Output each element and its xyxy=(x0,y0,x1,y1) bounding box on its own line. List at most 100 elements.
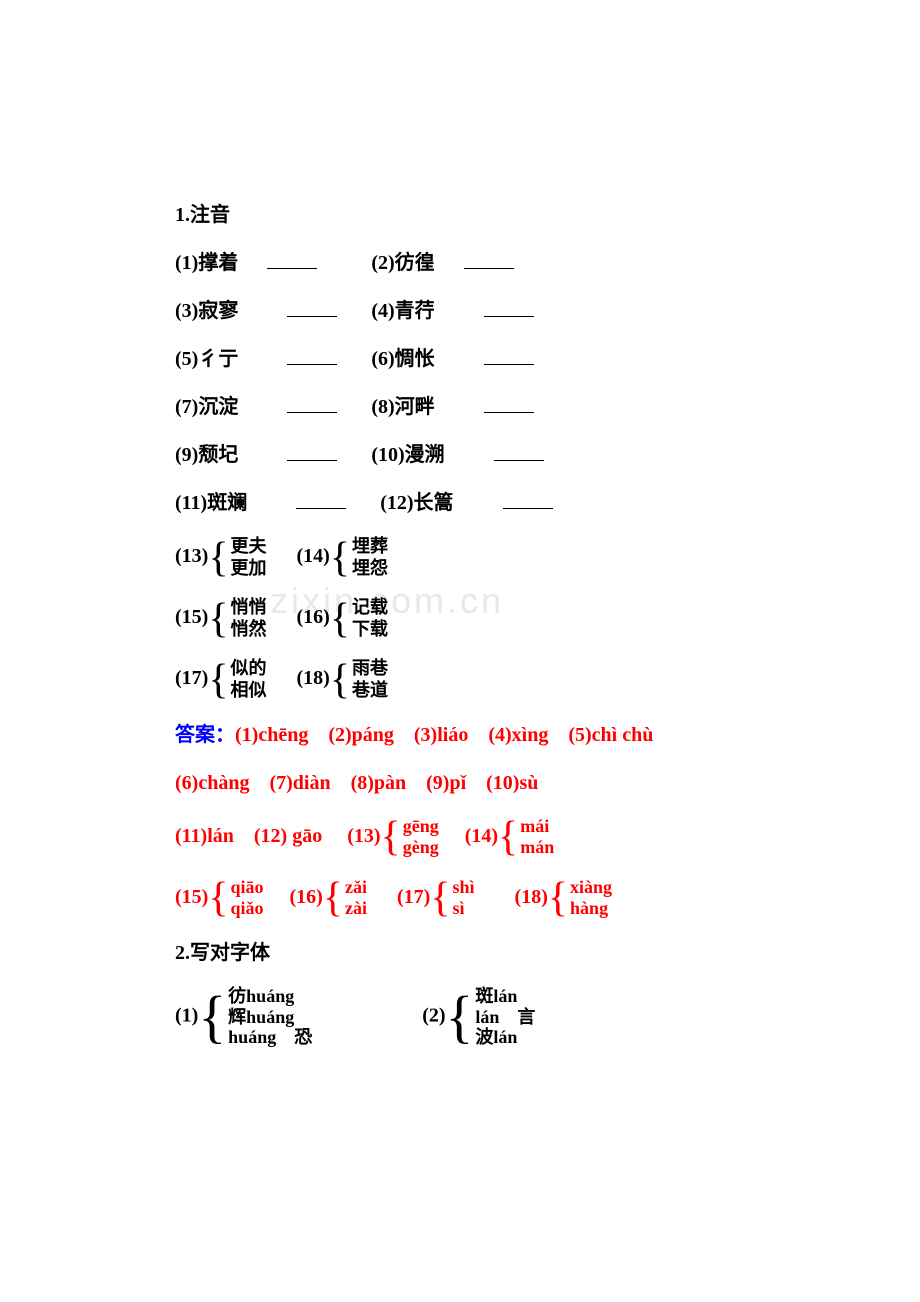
brace-icon: { xyxy=(323,877,343,919)
brace-top: 悄悄 xyxy=(231,597,267,619)
blank xyxy=(484,316,534,317)
brace-group-3: { 彷huáng 辉huáng huáng 恐 xyxy=(198,986,312,1048)
brace-top: xiàng xyxy=(570,877,612,899)
row-7-8: (7)沉淀 (8)河畔 xyxy=(175,392,745,422)
brace-top: 埋葬 xyxy=(352,536,388,558)
item-word: 河畔 xyxy=(395,396,435,418)
brace-bot: 更加 xyxy=(231,558,267,580)
brace-r1: 斑lán xyxy=(475,986,535,1007)
row-1-2: (1)撑着 (2)彷徨 xyxy=(175,248,745,278)
answer-label: 答案： xyxy=(175,724,235,746)
item-word: 沉淀 xyxy=(198,396,238,418)
blank xyxy=(484,364,534,365)
brace-icon: { xyxy=(430,877,450,919)
blank xyxy=(287,412,337,413)
section2-row1: (1){ 彷huáng 辉huáng huáng 恐 (2){ 斑lán lán… xyxy=(175,986,745,1048)
brace-num: (2) xyxy=(422,1005,445,1027)
row-3-4: (3)寂寥 (4)青荇 xyxy=(175,296,745,326)
brace-group: {悄悄悄然 xyxy=(208,597,266,640)
brace-top: 似的 xyxy=(231,658,267,680)
item-word: 撑 xyxy=(198,252,218,274)
brace-group: {似的相似 xyxy=(208,658,266,701)
brace-icon: { xyxy=(330,598,350,640)
pinyin: lán xyxy=(475,1007,499,1027)
item-word: 彳亍 xyxy=(198,348,238,370)
brace-top: 记载 xyxy=(352,597,388,619)
brace-icon: { xyxy=(330,537,350,579)
pinyin: huáng xyxy=(246,1007,294,1027)
brace-group: {埋葬埋怨 xyxy=(330,536,388,579)
brace-top: 雨巷 xyxy=(352,658,388,680)
char: 彷 xyxy=(228,986,246,1006)
item-num: (4) xyxy=(371,300,394,322)
brace-icon: { xyxy=(330,659,350,701)
brace-num: (14) xyxy=(465,825,498,847)
item-num: (8) xyxy=(371,396,394,418)
brace-bot: mán xyxy=(520,837,554,859)
brace-bot: gèng xyxy=(403,837,439,859)
brace-num: (16) xyxy=(297,606,330,628)
brace-top: 更夫 xyxy=(231,536,267,558)
brace-top: shì xyxy=(453,877,475,899)
blank xyxy=(267,268,317,269)
brace-icon: { xyxy=(381,816,401,858)
item-num: (9) xyxy=(175,444,198,466)
item-num: (5) xyxy=(175,348,198,370)
answer-row3: (11)lán (12) gāo (13){gēnggèng (14){máim… xyxy=(175,816,745,859)
brace-bot: hàng xyxy=(570,898,612,920)
item-num: (1) xyxy=(175,252,198,274)
brace-bot: 下载 xyxy=(352,619,388,641)
answer-prefix: (11)lán (12) gāo xyxy=(175,825,342,847)
brace-group: {shìsì xyxy=(430,877,474,920)
brace-icon: { xyxy=(208,598,228,640)
blank xyxy=(287,460,337,461)
section1-title: 1.注音 xyxy=(175,200,745,230)
brace-icon: { xyxy=(208,659,228,701)
pinyin: lán xyxy=(493,986,517,1006)
brace-icon: { xyxy=(208,537,228,579)
brace-bot: 悄然 xyxy=(231,619,267,641)
brace-num: (17) xyxy=(175,668,208,690)
brace-top: gēng xyxy=(403,816,439,838)
brace-bot: 相似 xyxy=(231,680,267,702)
answer-row1: 答案：(1)chēng (2)páng (3)liáo (4)xìng (5)c… xyxy=(175,720,745,750)
item-post: 怅 xyxy=(415,348,435,370)
brace-bot: sì xyxy=(453,898,475,920)
item-num: (12) xyxy=(380,492,413,514)
pinyin: lán xyxy=(493,1027,517,1047)
brace-num: (15) xyxy=(175,886,208,908)
item-word: 漫溯 xyxy=(405,444,445,466)
blank xyxy=(484,412,534,413)
char: 斑 xyxy=(475,986,493,1006)
brace-group: {zǎizài xyxy=(323,877,367,920)
answer-row4: (15){qiāoqiǎo (16){zǎizài (17){shìsì (18… xyxy=(175,877,745,920)
brace-num: (18) xyxy=(515,886,548,908)
row-15-16: (15){悄悄悄然 (16){记载下载 xyxy=(175,597,745,640)
item-num: (6) xyxy=(371,348,394,370)
brace-group: {gēnggèng xyxy=(381,816,439,859)
brace-group: {máimán xyxy=(498,816,554,859)
brace-num: (13) xyxy=(347,825,380,847)
answer-text: (1)chēng (2)páng (3)liáo (4)xìng (5)chì … xyxy=(235,724,653,746)
brace-bot: 埋怨 xyxy=(352,558,388,580)
brace-r2: 辉huáng xyxy=(228,1007,312,1028)
brace-bot: qiǎo xyxy=(231,898,264,920)
brace-num: (18) xyxy=(297,668,330,690)
answer-row2: (6)chàng (7)diàn (8)pàn (9)pǐ (10)sù xyxy=(175,768,745,798)
brace-group: {更夫更加 xyxy=(208,536,266,579)
item-word: 彷 xyxy=(395,252,415,274)
blank xyxy=(503,508,553,509)
brace-bot: zài xyxy=(345,898,367,920)
item-post: 着 xyxy=(218,252,238,274)
char: 恐 xyxy=(276,1027,312,1047)
item-word: 颓圮 xyxy=(198,444,238,466)
brace-r2: lán 言 xyxy=(475,1007,535,1028)
item-word: 长篙 xyxy=(414,492,454,514)
blank xyxy=(464,268,514,269)
brace-top: mái xyxy=(520,816,554,838)
brace-bot: 巷道 xyxy=(352,680,388,702)
brace-r3: huáng 恐 xyxy=(228,1027,312,1048)
brace-group: {雨巷巷道 xyxy=(330,658,388,701)
brace-icon: { xyxy=(498,816,518,858)
brace-icon: { xyxy=(198,991,226,1043)
